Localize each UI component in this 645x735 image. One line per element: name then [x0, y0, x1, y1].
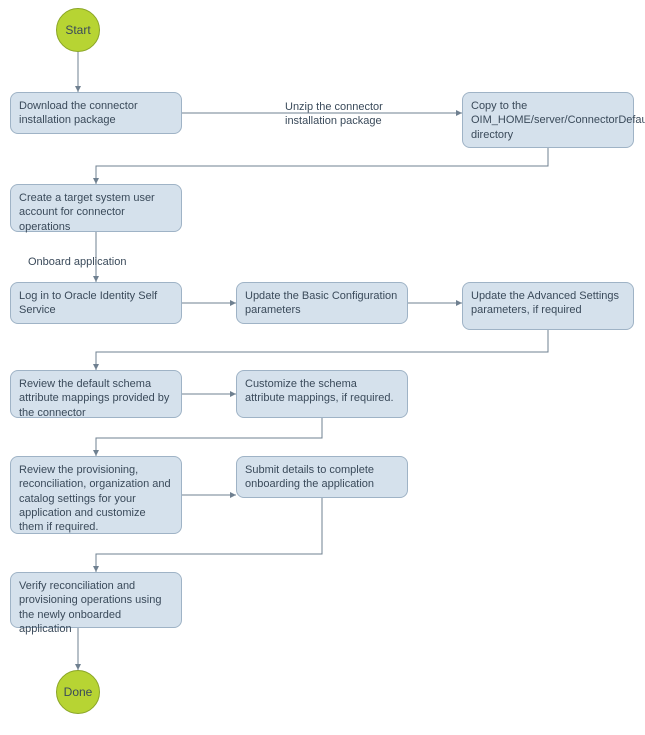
login-text: Log in to Oracle Identity Self Service — [19, 289, 173, 318]
download-box: Download the connector installation pack… — [10, 92, 182, 134]
review-provisioning-text: Review the provisioning, reconciliation,… — [19, 463, 173, 534]
submit-text: Submit details to complete onboarding th… — [245, 463, 399, 492]
unzip-edge-label: Unzip the connector installation package — [285, 100, 435, 129]
done-label: Done — [64, 685, 93, 699]
review-schema-box: Review the default schema attribute mapp… — [10, 370, 182, 418]
create-user-box: Create a target system user account for … — [10, 184, 182, 232]
create-user-text: Create a target system user account for … — [19, 191, 173, 234]
basic-config-box: Update the Basic Configuration parameter… — [236, 282, 408, 324]
review-provisioning-box: Review the provisioning, reconciliation,… — [10, 456, 182, 534]
start-label: Start — [65, 23, 90, 37]
verify-text: Verify reconciliation and provisioning o… — [19, 579, 173, 636]
customize-schema-box: Customize the schema attribute mappings,… — [236, 370, 408, 418]
verify-box: Verify reconciliation and provisioning o… — [10, 572, 182, 628]
flowchart-canvas: Start Done Download the connector instal… — [0, 0, 645, 735]
start-terminator: Start — [56, 8, 100, 52]
advanced-config-box: Update the Advanced Settings parameters,… — [462, 282, 634, 330]
login-box: Log in to Oracle Identity Self Service — [10, 282, 182, 324]
onboard-edge-text: Onboard application — [28, 256, 126, 268]
advanced-config-text: Update the Advanced Settings parameters,… — [471, 289, 625, 318]
copy-text: Copy to the OIM_HOME/server/ConnectorDef… — [471, 99, 645, 142]
copy-box: Copy to the OIM_HOME/server/ConnectorDef… — [462, 92, 634, 148]
download-text: Download the connector installation pack… — [19, 99, 173, 128]
review-schema-text: Review the default schema attribute mapp… — [19, 377, 173, 420]
done-terminator: Done — [56, 670, 100, 714]
unzip-edge-text: Unzip the connector installation package — [285, 101, 383, 127]
submit-box: Submit details to complete onboarding th… — [236, 456, 408, 498]
customize-schema-text: Customize the schema attribute mappings,… — [245, 377, 399, 406]
basic-config-text: Update the Basic Configuration parameter… — [245, 289, 399, 318]
onboard-edge-label: Onboard application — [28, 255, 188, 269]
